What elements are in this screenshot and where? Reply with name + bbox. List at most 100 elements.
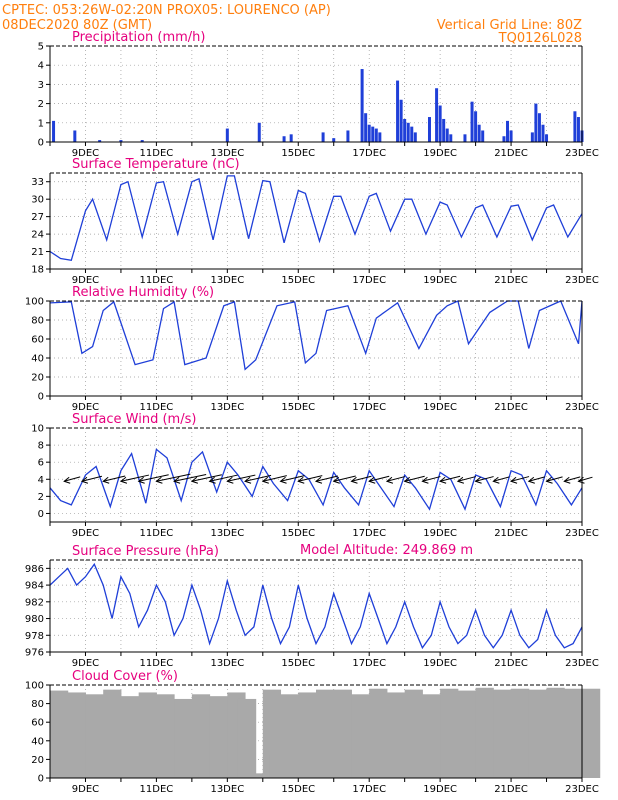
panel-1: 18 21 24 27 30 33 9DEC 11DEC 13DEC 15DEC 17DEC 19DE… [31, 157, 599, 286]
cloud-bar [191, 694, 211, 778]
wind-arrow-shaft [422, 476, 441, 482]
precip-bar [367, 124, 371, 142]
x-tick-label: 21DEC [494, 275, 528, 286]
precip-bar [119, 140, 123, 142]
cloud-bar [138, 692, 157, 778]
wind-arrow-head [439, 476, 447, 484]
wind-arrow [119, 474, 150, 484]
precip-bar [474, 111, 478, 142]
wind-arrow [474, 476, 494, 484]
wind-arrow-shaft [120, 474, 150, 482]
y-tick-label: 60 [31, 718, 44, 729]
precip-bar [413, 132, 417, 142]
x-tick-label: 21DEC [494, 528, 528, 539]
panel-0: 0 1 2 3 4 5 9DEC 11DEC 13DEC 15DEC 17DEC 19DEC 21DEC… [38, 30, 599, 159]
y-tick-label: 10 [31, 424, 44, 435]
x-tick-label: 9DEC [72, 275, 99, 286]
wind-arrow [80, 475, 103, 484]
wind-arrow-head [80, 476, 89, 484]
y-tick-label: 8 [38, 441, 44, 452]
wind-arrow-head [314, 476, 323, 484]
precip-bar [282, 136, 286, 142]
x-tick-label: 9DEC [72, 402, 99, 413]
wind-arrow-head [403, 476, 411, 484]
wind-arrow [173, 473, 207, 484]
y-tick-label: 100 [25, 681, 44, 692]
wind-arrow [527, 476, 545, 484]
x-tick-label: 13DEC [210, 658, 244, 669]
wind-arrow [510, 476, 530, 484]
y-tick-label: 24 [31, 230, 44, 241]
wind-arrow-head [492, 476, 500, 484]
cloud-bar [457, 690, 477, 778]
y-tick-label: 3 [38, 80, 44, 91]
x-tick-label: 23DEC [565, 658, 599, 669]
precip-bar [364, 113, 368, 142]
precip-bar [481, 130, 485, 142]
panel-3: 0 2 4 6 8 10 9DEC 11DEC 13DEC 15DEC 17DEC 19DEC 21DE… [31, 412, 599, 539]
panel-title: Surface Temperature (nC) [72, 157, 240, 172]
y-tick-label: 976 [25, 648, 44, 659]
wind-arrow-head [368, 476, 376, 484]
wind-arrow-head [385, 476, 394, 484]
precip-bar [541, 124, 545, 142]
cloud-bar [582, 688, 601, 778]
x-tick-label: 9DEC [72, 148, 99, 159]
wind-arrow-shaft [209, 474, 238, 482]
wind-arrow-shaft [578, 476, 593, 482]
precip-bar [545, 134, 549, 142]
y-tick-label: 984 [25, 581, 44, 592]
wind-arrow-head [226, 476, 234, 484]
wind-arrow-shaft [386, 476, 406, 482]
wind-arrow [421, 476, 441, 484]
precip-bar [98, 140, 102, 142]
wind-arrow-head [261, 476, 269, 484]
wind-arrow-head [208, 476, 216, 484]
precip-bar [406, 122, 410, 142]
wind-arrow-head [421, 476, 429, 484]
y-tick-label: 30 [31, 195, 44, 206]
y-tick-label: 20 [31, 755, 44, 766]
wind-arrow-head [119, 476, 128, 484]
cloud-bar [528, 689, 548, 778]
precip-bar [73, 130, 77, 142]
precip-bar [257, 122, 261, 142]
wind-arrow [314, 475, 339, 484]
panel-2: 0 20 40 60 80 100 9DEC 11DEC 13DEC 15DEC 17DEC 19DE… [25, 285, 599, 413]
panel-title: Precipitation (mm/h) [72, 30, 205, 45]
cloud-bar [440, 688, 459, 778]
x-tick-label: 17DEC [352, 148, 386, 159]
cloud-bar [564, 688, 583, 778]
wind-arrow-shaft [138, 474, 169, 482]
x-tick-label: 19DEC [423, 658, 457, 669]
y-tick-label: 4 [38, 61, 44, 72]
cloud-bar [120, 696, 140, 778]
x-tick-label: 15DEC [281, 148, 315, 159]
wind-arrow-shaft [64, 476, 81, 482]
x-tick-label: 11DEC [140, 528, 174, 539]
cloud-bar [209, 696, 228, 778]
series-line [49, 448, 583, 511]
cloud-bar [511, 688, 530, 778]
series-line [49, 175, 583, 262]
panel-5: 0 20 40 60 80 100 9DEC 11DEC 13DEC 15DEC 17DEC 19DE… [25, 669, 601, 795]
x-tick-label: 11DEC [140, 275, 174, 286]
wind-arrow [63, 476, 81, 484]
wind-arrow-shaft [103, 475, 126, 482]
panel-title: Surface Pressure (hPa) [72, 544, 219, 559]
y-tick-label: 20 [31, 373, 44, 384]
x-tick-label: 23DEC [565, 148, 599, 159]
precip-bar [403, 118, 407, 142]
wind-arrow-head [137, 476, 145, 484]
wind-arrow-shaft [280, 475, 305, 482]
precip-bar [470, 101, 474, 142]
precip-bar [378, 132, 382, 142]
y-tick-label: 1 [38, 118, 44, 129]
x-tick-label: 21DEC [494, 784, 528, 795]
y-tick-label: 80 [31, 699, 44, 710]
cloud-bar [386, 692, 406, 778]
x-tick-label: 17DEC [352, 784, 386, 795]
cloud-bar [546, 687, 565, 778]
wind-arrow-shaft [262, 475, 287, 482]
